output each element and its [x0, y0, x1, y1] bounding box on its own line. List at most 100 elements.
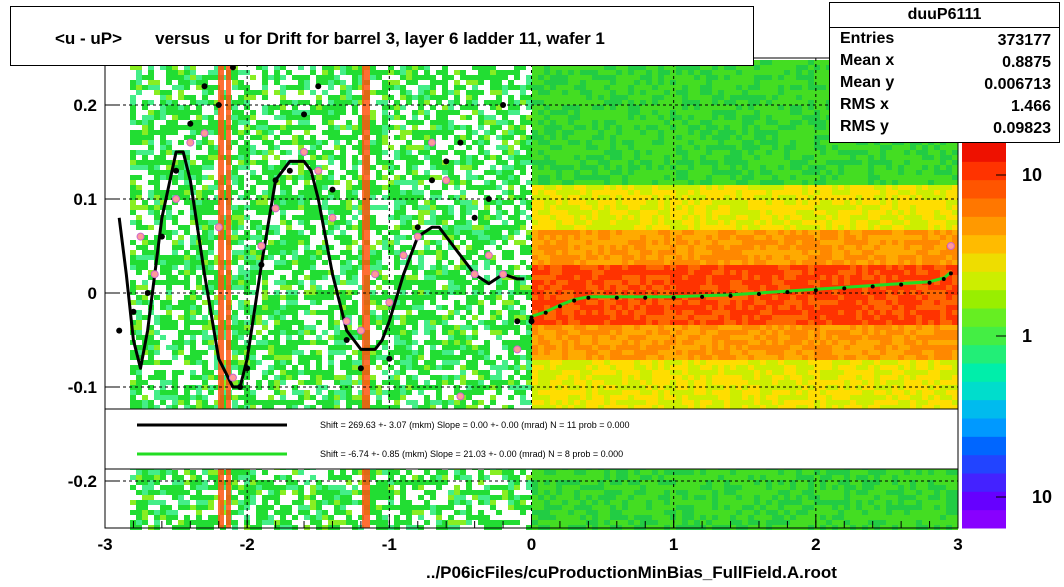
- heatmap-cell: [310, 490, 316, 495]
- heatmap-cell: [478, 375, 484, 380]
- heatmap-cell: [166, 270, 172, 275]
- heatmap-cell: [232, 250, 238, 255]
- heatmap-cell: [346, 385, 352, 390]
- heatmap-cell: [340, 135, 346, 140]
- heatmap-cell: [538, 490, 544, 495]
- heatmap-cell: [208, 245, 214, 250]
- heatmap-cell: [550, 515, 556, 520]
- heatmap-cell: [442, 330, 448, 335]
- heatmap-cell: [514, 220, 520, 225]
- heatmap-cell: [268, 520, 274, 525]
- heatmap-cell: [166, 315, 172, 320]
- heatmap-cell: [412, 130, 418, 135]
- heatmap-cell: [202, 230, 208, 235]
- heatmap-cell: [424, 130, 430, 135]
- heatmap-cell: [208, 290, 214, 295]
- heatmap-cell: [382, 90, 388, 95]
- heatmap-cell: [526, 485, 532, 490]
- heatmap-cell: [400, 300, 406, 305]
- heatmap-cell: [232, 205, 238, 210]
- heatmap-cell: [454, 135, 460, 140]
- heatmap-cell: [190, 75, 196, 80]
- heatmap-cell: [178, 70, 184, 75]
- heatmap-cell: [574, 510, 580, 515]
- heatmap-cell: [478, 140, 484, 145]
- heatmap-cell: [280, 515, 286, 520]
- heatmap-cell: [136, 295, 142, 300]
- heatmap-cell: [358, 335, 364, 340]
- heatmap-cell: [580, 215, 586, 220]
- heatmap-cell: [454, 230, 460, 235]
- heatmap-cell: [538, 90, 544, 95]
- heatmap-cell: [334, 235, 340, 240]
- heatmap-cell: [550, 75, 556, 80]
- heatmap-cell: [268, 330, 274, 335]
- heatmap-cell: [280, 215, 286, 220]
- heatmap-cell: [310, 290, 316, 295]
- heatmap-cell: [574, 100, 580, 105]
- heatmap-cell: [346, 315, 352, 320]
- heatmap-cell: [370, 490, 376, 495]
- heatmap-cell: [400, 330, 406, 335]
- heatmap-cell: [436, 215, 442, 220]
- heatmap-cell: [508, 120, 514, 125]
- heatmap-cell: [202, 470, 208, 475]
- heatmap-cell: [472, 490, 478, 495]
- heatmap-cell: [358, 245, 364, 250]
- heatmap-cell: [562, 375, 568, 380]
- heatmap-cell: [292, 315, 298, 320]
- heatmap-cell: [568, 245, 574, 250]
- heatmap-cell: [490, 310, 496, 315]
- heatmap-cell: [274, 260, 280, 265]
- heatmap-cell: [508, 475, 514, 480]
- heatmap-cell: [196, 490, 202, 495]
- heatmap-cell: [166, 150, 172, 155]
- heatmap-cell: [136, 345, 142, 350]
- heatmap-cell: [424, 340, 430, 345]
- heatmap-cell: [322, 130, 328, 135]
- heatmap-cell: [484, 355, 490, 360]
- heatmap-cell: [346, 120, 352, 125]
- heatmap-cell: [394, 305, 400, 310]
- heatmap-cell: [136, 120, 142, 125]
- heatmap-cell: [562, 160, 568, 165]
- heatmap-cell: [370, 295, 376, 300]
- heatmap-cell: [352, 215, 358, 220]
- heatmap-cell: [178, 335, 184, 340]
- heatmap-cell: [490, 400, 496, 405]
- heatmap-cell: [544, 280, 550, 285]
- heatmap-cell: [280, 65, 286, 70]
- heatmap-cell: [196, 75, 202, 80]
- heatmap-cell: [340, 295, 346, 300]
- heatmap-cell: [460, 390, 466, 395]
- heatmap-cell: [190, 305, 196, 310]
- heatmap-cell: [550, 300, 556, 305]
- heatmap-cell: [412, 505, 418, 510]
- heatmap-cell: [580, 360, 586, 365]
- heatmap-cell: [490, 385, 496, 390]
- heatmap-cell: [478, 240, 484, 245]
- heatmap-cell: [358, 185, 364, 190]
- heatmap-cell: [190, 130, 196, 135]
- heatmap-cell: [484, 295, 490, 300]
- heatmap-cell: [406, 335, 412, 340]
- heatmap-cell: [148, 360, 154, 365]
- heatmap-cell: [178, 125, 184, 130]
- heatmap-cell: [262, 335, 268, 340]
- heatmap-cell: [268, 165, 274, 170]
- heatmap-cell: [418, 90, 424, 95]
- heatmap-cell: [550, 480, 556, 485]
- heatmap-cell: [562, 295, 568, 300]
- heatmap-cell: [148, 75, 154, 80]
- heatmap-cell: [370, 265, 376, 270]
- heatmap-cell: [376, 350, 382, 355]
- heatmap-cell: [586, 80, 592, 85]
- heatmap-cell: [286, 505, 292, 510]
- heatmap-cell: [268, 310, 274, 315]
- heatmap-cell: [214, 335, 220, 340]
- heatmap-cell: [154, 360, 160, 365]
- heatmap-cell: [526, 245, 532, 250]
- heatmap-cell: [136, 190, 142, 195]
- heatmap-cell: [466, 170, 472, 175]
- heatmap-cell: [424, 70, 430, 75]
